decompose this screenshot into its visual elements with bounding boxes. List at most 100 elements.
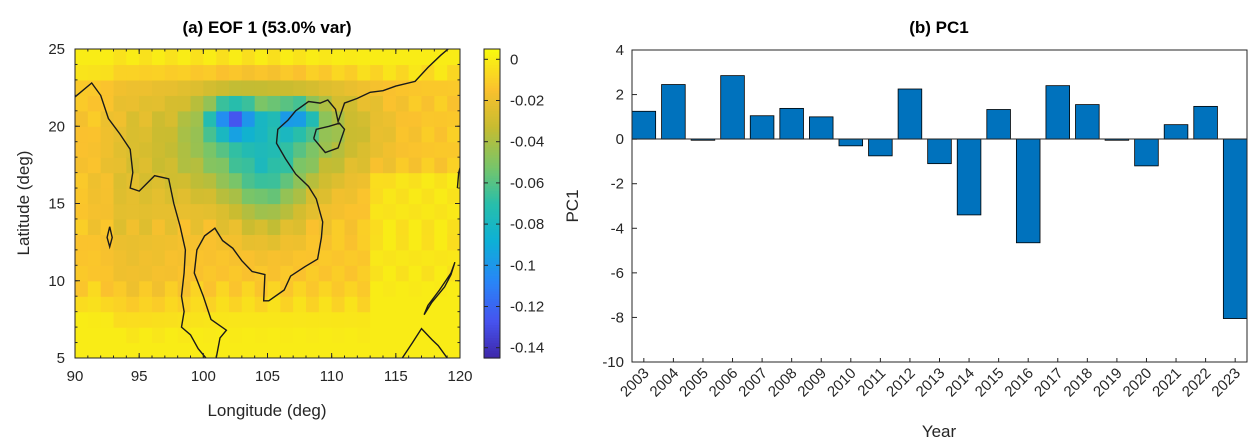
heatmap-cell — [357, 296, 371, 313]
y-tick-label: 5 — [57, 350, 65, 367]
heatmap-cell — [421, 188, 435, 205]
heatmap-cell — [203, 218, 217, 235]
heatmap-cell — [267, 157, 281, 174]
heatmap-cell — [344, 188, 358, 205]
colorbar-segment — [484, 218, 500, 223]
heatmap-cell — [421, 49, 435, 66]
heatmap-cell — [190, 188, 204, 205]
colorbar-segment — [484, 113, 500, 117]
heatmap-cell — [216, 342, 230, 358]
heatmap-cell — [293, 141, 307, 158]
heatmap-cell — [177, 110, 192, 127]
colorbar-segment — [484, 136, 500, 140]
heatmap-cell — [408, 172, 423, 189]
heatmap-cell — [267, 296, 281, 313]
panel-a-ylabel: Latitude (deg) — [14, 151, 33, 256]
heatmap-cell — [447, 49, 460, 66]
heatmap-cell — [100, 157, 115, 174]
heatmap-cell — [87, 203, 102, 220]
heatmap-cell — [344, 64, 358, 81]
heatmap-cell — [241, 234, 256, 251]
heatmap-cell — [229, 311, 243, 328]
heatmap-cell — [87, 49, 102, 66]
heatmap-cell — [357, 249, 371, 266]
colorbar-segment — [484, 306, 500, 310]
heatmap-cell — [306, 172, 320, 189]
heatmap-cell — [331, 172, 346, 189]
heatmap-cell — [75, 172, 89, 189]
heatmap-cell — [203, 141, 217, 158]
colorbar-segment — [484, 260, 500, 264]
heatmap-cell — [408, 280, 423, 297]
heatmap-cell — [152, 110, 166, 127]
heatmap-cell — [152, 64, 166, 81]
heatmap-cell — [100, 188, 115, 205]
heatmap-cell — [434, 79, 448, 96]
heatmap-cell — [100, 296, 115, 313]
heatmap-cell — [383, 280, 397, 297]
heatmap-cell — [241, 296, 256, 313]
x-tick-label: 2016 — [1001, 365, 1037, 401]
colorbar-segment — [484, 79, 500, 84]
heatmap-cell — [75, 342, 89, 358]
heatmap-cell — [293, 172, 307, 189]
heatmap-cell — [408, 249, 423, 266]
heatmap-cell — [126, 79, 140, 96]
colorbar-segment — [484, 309, 500, 313]
heatmap-cell — [241, 64, 256, 81]
heatmap-cell — [434, 95, 448, 112]
x-tick-label: 115 — [384, 368, 408, 385]
x-tick-label: 2004 — [647, 365, 683, 401]
heatmap-cell — [164, 49, 179, 66]
heatmap-cell — [421, 280, 435, 297]
heatmap-cell — [434, 157, 448, 174]
heatmap-cell — [164, 141, 179, 158]
heatmap-cell — [357, 95, 371, 112]
colorbar-segment — [484, 87, 500, 91]
colorbar-segment — [484, 347, 500, 351]
y-tick-label: 25 — [48, 41, 65, 58]
heatmap-cell — [229, 327, 243, 344]
heatmap-cell — [216, 311, 230, 328]
colorbar-segment — [484, 285, 500, 290]
heatmap-cell — [139, 203, 153, 220]
panel-b-title: (b) PC1 — [909, 18, 969, 37]
heatmap-cell — [421, 203, 435, 220]
colorbar-segment — [484, 200, 500, 205]
heatmap-cell — [126, 126, 140, 143]
bar-2022 — [1193, 105, 1218, 140]
heatmap-cell — [216, 296, 230, 313]
heatmap-cell — [344, 234, 358, 251]
heatmap-cell — [152, 79, 166, 96]
heatmap-cell — [113, 49, 127, 66]
heatmap-cell — [293, 188, 307, 205]
heatmap-cell — [318, 141, 333, 158]
heatmap-cell — [383, 110, 397, 127]
heatmap-cell — [229, 95, 243, 112]
heatmap-cell — [203, 342, 217, 358]
heatmap-cell — [421, 64, 435, 81]
heatmap-cell — [139, 265, 153, 282]
heatmap-cell — [344, 218, 358, 235]
heatmap-cell — [344, 126, 358, 143]
heatmap-cell — [241, 265, 256, 282]
heatmap-cell — [254, 203, 269, 220]
heatmap-cell — [447, 234, 460, 251]
heatmap-cell — [254, 327, 269, 344]
heatmap-cell — [434, 311, 448, 328]
heatmap-cell — [357, 327, 371, 344]
heatmap-cell — [280, 172, 294, 189]
bar-2010 — [838, 138, 864, 147]
heatmap-cell — [126, 249, 140, 266]
heatmap-cell — [164, 296, 179, 313]
bar-2017 — [1045, 85, 1070, 140]
bar-2009 — [809, 116, 834, 140]
heatmap-cell — [421, 342, 435, 358]
heatmap-cell — [331, 296, 346, 313]
heatmap-cell — [113, 172, 127, 189]
heatmap-cell — [152, 157, 166, 174]
heatmap-cell — [190, 311, 204, 328]
heatmap-cell — [344, 265, 358, 282]
heatmap-cell — [344, 79, 358, 96]
heatmap-cell — [421, 79, 435, 96]
